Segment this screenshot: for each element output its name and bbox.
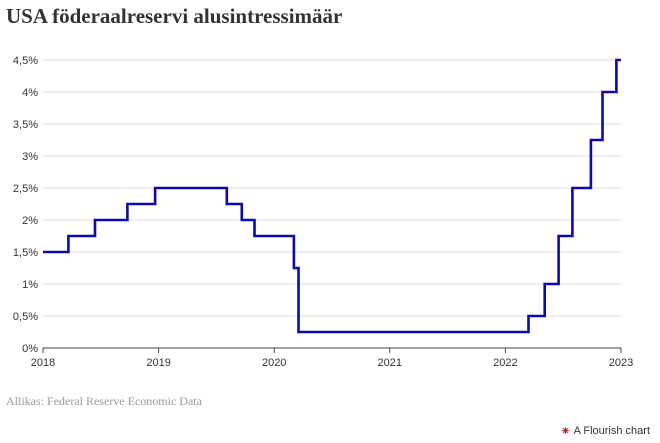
flourish-logo-icon: ✷ <box>560 424 571 438</box>
source-note: Allikas: Federal Reserve Economic Data <box>6 394 202 408</box>
flourish-credit[interactable]: ✷ A Flourish chart <box>561 425 650 437</box>
y-tick-label: 3% <box>22 151 38 163</box>
y-tick-label: 2,5% <box>13 183 38 195</box>
x-axis: 2018 2019 2020 2021 2022 2023 <box>31 348 633 369</box>
y-tick-label: 0% <box>22 343 38 355</box>
y-tick-label: 4% <box>22 87 38 99</box>
y-tick-label: 4,5% <box>13 55 38 67</box>
y-tick-label: 2% <box>22 215 38 227</box>
y-axis: 0% 0,5% 1% 1,5% 2% 2,5% 3% 3,5% 4% 4,5% <box>13 55 38 355</box>
y-tick-label: 3,5% <box>13 119 38 131</box>
x-tick-label: 2023 <box>609 357 633 369</box>
x-tick-label: 2019 <box>146 357 170 369</box>
gridlines <box>43 59 621 349</box>
y-tick-label: 1% <box>22 279 38 291</box>
flourish-credit-label: A Flourish chart <box>573 425 650 437</box>
x-tick-label: 2021 <box>378 357 402 369</box>
chart-title: USA föderaalreservi alusintressimäär <box>6 4 343 28</box>
rate-series-line <box>43 58 621 334</box>
y-tick-label: 0,5% <box>13 311 38 323</box>
x-tick-label: 2022 <box>493 357 517 369</box>
y-tick-label: 1,5% <box>13 247 38 259</box>
x-tick-label: 2018 <box>31 357 55 369</box>
x-tick-label: 2020 <box>262 357 286 369</box>
series-layer <box>43 58 621 334</box>
